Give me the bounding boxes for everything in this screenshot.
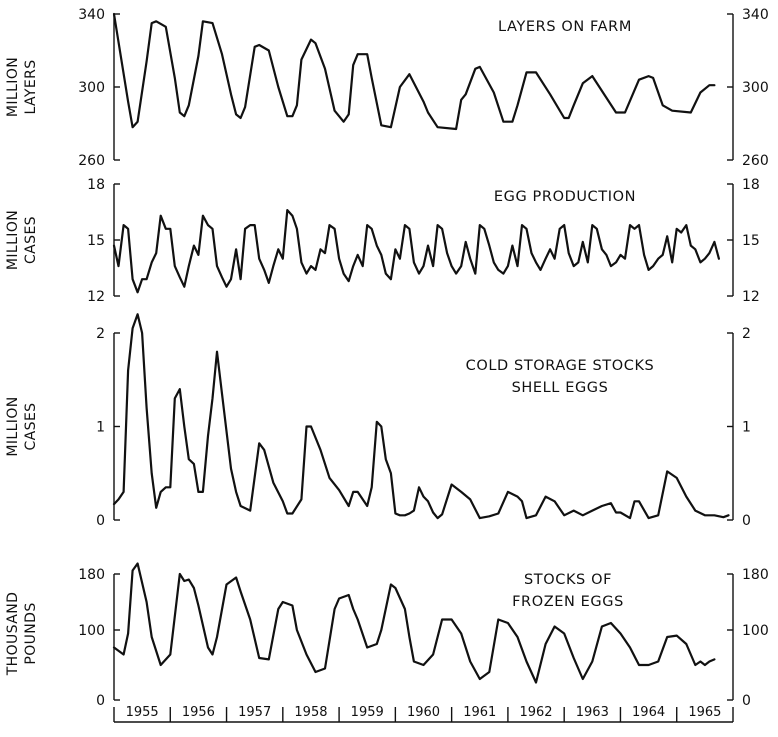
panel-4-ylabel: THOUSAND bbox=[5, 592, 21, 677]
panel-1-right-tick-label: 340 bbox=[742, 7, 769, 23]
panel-1-left-tick-label: 300 bbox=[78, 80, 105, 96]
panel-2-right-tick-label: 15 bbox=[742, 233, 760, 249]
panel-2-left-tick-label: 12 bbox=[87, 289, 105, 305]
panel-4-right-tick-label: 0 bbox=[742, 693, 751, 709]
year-label: 1965 bbox=[688, 705, 721, 720]
panel-2-series-line bbox=[112, 209, 721, 294]
panel-4-right-tick-label: 180 bbox=[742, 567, 769, 583]
panel-4-left-tick-label: 0 bbox=[96, 693, 105, 709]
panel-1-left-tick-label: 260 bbox=[78, 153, 105, 169]
panel-3-ylabel: CASES bbox=[23, 403, 39, 451]
year-label: 1961 bbox=[463, 705, 496, 720]
panel-3-ylabel: MILLION bbox=[5, 396, 21, 456]
panel-3-series-line bbox=[112, 313, 730, 520]
panel-3-left-tick-label: 2 bbox=[96, 326, 105, 342]
panel-2-right-tick-label: 12 bbox=[742, 289, 760, 305]
panel-3-right-tick-label: 1 bbox=[742, 420, 751, 436]
panel-3-right-tick-label: 0 bbox=[742, 513, 751, 529]
panel-3-title-line: COLD STORAGE STOCKS bbox=[466, 358, 655, 374]
panel-2-left-tick-label: 18 bbox=[87, 177, 105, 193]
panel-3-right-tick-label: 2 bbox=[742, 326, 751, 342]
panel-4-left-tick-label: 180 bbox=[78, 567, 105, 583]
panel-1-left-tick-label: 340 bbox=[78, 7, 105, 23]
year-label: 1956 bbox=[182, 705, 215, 720]
panel-3-left-tick-label: 0 bbox=[96, 513, 105, 529]
panel-1-right-tick-label: 260 bbox=[742, 153, 769, 169]
panel-3-left-tick-label: 1 bbox=[96, 420, 105, 436]
panel-1-title: LAYERS ON FARM bbox=[498, 19, 632, 35]
year-label: 1960 bbox=[407, 705, 440, 720]
year-label: 1963 bbox=[576, 705, 609, 720]
panel-4-right-tick-label: 100 bbox=[742, 623, 769, 639]
panel-4-ylabel: POUNDS bbox=[23, 602, 39, 664]
year-label: 1964 bbox=[632, 705, 665, 720]
panel-2-right-tick-label: 18 bbox=[742, 177, 760, 193]
panel-2-left-tick-label: 15 bbox=[87, 233, 105, 249]
panel-3-title-line: SHELL EGGS bbox=[512, 380, 609, 396]
panel-4-series-line bbox=[112, 562, 716, 684]
panel-2-ylabel: CASES bbox=[23, 216, 39, 264]
panel-1-right-tick-label: 300 bbox=[742, 80, 769, 96]
panel-1-ylabel: LAYERS bbox=[23, 59, 39, 114]
panel-2-ylabel: MILLION bbox=[5, 210, 21, 270]
panel-4-title-line: STOCKS OF bbox=[524, 572, 612, 588]
year-label: 1955 bbox=[126, 705, 159, 720]
panel-2-title: EGG PRODUCTION bbox=[494, 189, 636, 205]
year-label: 1959 bbox=[351, 705, 384, 720]
panel-4-title-line: FROZEN EGGS bbox=[512, 594, 624, 610]
year-label: 1962 bbox=[519, 705, 552, 720]
panel-1-series-line bbox=[112, 12, 716, 131]
panel-1-ylabel: MILLION bbox=[5, 57, 21, 117]
year-label: 1958 bbox=[294, 705, 327, 720]
panel-4-left-tick-label: 100 bbox=[78, 623, 105, 639]
year-label: 1957 bbox=[238, 705, 271, 720]
